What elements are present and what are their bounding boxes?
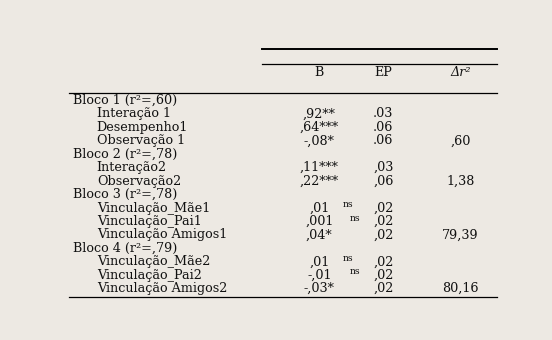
Text: ,02: ,02 bbox=[373, 215, 394, 228]
Text: Bloco 3 (r²=,78): Bloco 3 (r²=,78) bbox=[73, 188, 178, 201]
Text: ns: ns bbox=[342, 254, 353, 263]
Text: 80,16: 80,16 bbox=[442, 282, 479, 295]
Text: ,02: ,02 bbox=[373, 282, 394, 295]
Text: Vinculação Amigos2: Vinculação Amigos2 bbox=[97, 282, 227, 295]
Text: Interação 1: Interação 1 bbox=[97, 107, 171, 120]
Text: Vinculação_Pai2: Vinculação_Pai2 bbox=[97, 269, 201, 282]
Text: ns: ns bbox=[350, 214, 360, 223]
Text: Vinculação_Mãe1: Vinculação_Mãe1 bbox=[97, 202, 210, 215]
Text: ,92**: ,92** bbox=[303, 107, 336, 120]
Text: 79,39: 79,39 bbox=[442, 228, 479, 241]
Text: Bloco 4 (r²=,79): Bloco 4 (r²=,79) bbox=[73, 242, 178, 255]
Text: Vinculação_Pai1: Vinculação_Pai1 bbox=[97, 215, 201, 228]
Text: Observação 1: Observação 1 bbox=[97, 134, 185, 147]
Text: ,60: ,60 bbox=[450, 134, 471, 147]
Text: ,03: ,03 bbox=[373, 161, 394, 174]
Text: ,64***: ,64*** bbox=[300, 121, 339, 134]
Text: -,08*: -,08* bbox=[304, 134, 335, 147]
Text: .06: .06 bbox=[373, 134, 394, 147]
Text: Δr²: Δr² bbox=[450, 66, 471, 79]
Text: ,02: ,02 bbox=[373, 269, 394, 282]
Text: ,22***: ,22*** bbox=[300, 175, 339, 188]
Text: ,11***: ,11*** bbox=[300, 161, 339, 174]
Text: ,01: ,01 bbox=[309, 255, 330, 268]
Text: Bloco 1 (r²=,60): Bloco 1 (r²=,60) bbox=[73, 94, 178, 107]
Text: EP: EP bbox=[374, 66, 392, 79]
Text: Observação2: Observação2 bbox=[97, 175, 181, 188]
Text: 1,38: 1,38 bbox=[446, 175, 475, 188]
Text: B: B bbox=[315, 66, 324, 79]
Text: ,02: ,02 bbox=[373, 228, 394, 241]
Text: -,03*: -,03* bbox=[304, 282, 335, 295]
Text: Interação2: Interação2 bbox=[97, 161, 167, 174]
Text: ,06: ,06 bbox=[373, 175, 394, 188]
Text: Vinculação_Mãe2: Vinculação_Mãe2 bbox=[97, 255, 210, 268]
Text: ,02: ,02 bbox=[373, 202, 394, 215]
Text: ,01: ,01 bbox=[309, 202, 330, 215]
Text: Bloco 2 (r²=,78): Bloco 2 (r²=,78) bbox=[73, 148, 178, 161]
Text: Vinculação Amigos1: Vinculação Amigos1 bbox=[97, 228, 227, 241]
Text: ns: ns bbox=[342, 200, 353, 209]
Text: ,001: ,001 bbox=[305, 215, 333, 228]
Text: .06: .06 bbox=[373, 121, 394, 134]
Text: -,01: -,01 bbox=[307, 269, 332, 282]
Text: ,02: ,02 bbox=[373, 255, 394, 268]
Text: Desempenho1: Desempenho1 bbox=[97, 121, 188, 134]
Text: ns: ns bbox=[350, 267, 360, 276]
Text: ,04*: ,04* bbox=[306, 228, 332, 241]
Text: .03: .03 bbox=[373, 107, 394, 120]
